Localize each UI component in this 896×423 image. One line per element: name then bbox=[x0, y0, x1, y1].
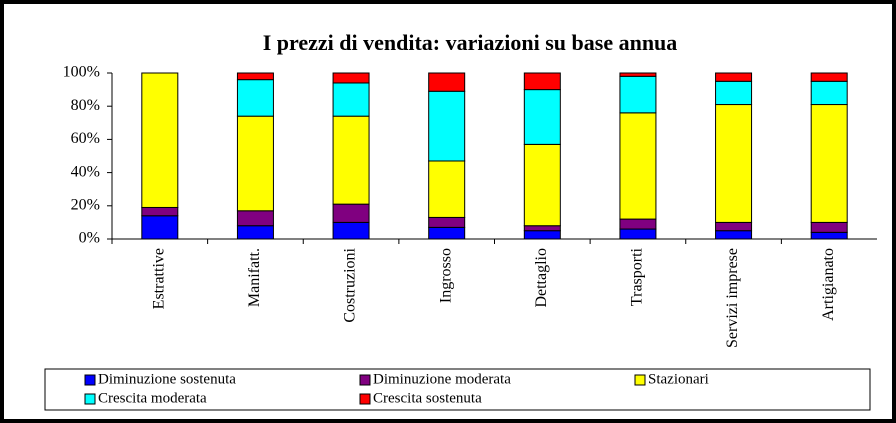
bar-segment bbox=[236, 79, 274, 117]
bar-segment bbox=[332, 203, 370, 223]
y-tick-label: 80% bbox=[71, 97, 100, 114]
bar-segment bbox=[715, 221, 753, 232]
legend-label: Diminuzione sostenuta bbox=[98, 371, 236, 387]
y-tick-label: 100% bbox=[63, 64, 100, 81]
bar-segment bbox=[332, 115, 370, 205]
bar-segment bbox=[236, 210, 274, 227]
bar-segment bbox=[810, 221, 848, 233]
x-tick-label: Trasporti bbox=[629, 247, 646, 306]
bar-segment bbox=[141, 206, 179, 217]
x-tick-label: Estrattive bbox=[150, 248, 167, 309]
bar-segment bbox=[810, 104, 848, 223]
bar-segment bbox=[619, 228, 657, 240]
bar-segment bbox=[236, 225, 274, 240]
bar-segment bbox=[715, 104, 753, 223]
bar-segment bbox=[428, 72, 466, 92]
y-tick-label: 0% bbox=[79, 230, 100, 247]
bar-segment bbox=[619, 72, 657, 77]
bar-segment bbox=[332, 221, 370, 240]
legend-swatch bbox=[634, 374, 646, 386]
bar-segment bbox=[523, 230, 561, 240]
bar-segment bbox=[141, 72, 179, 208]
bar-segment bbox=[715, 230, 753, 240]
x-tick-label: Dettaglio bbox=[533, 248, 550, 308]
y-tick-label: 40% bbox=[71, 163, 100, 180]
legend-label: Stazionari bbox=[648, 371, 709, 387]
bar-segment bbox=[236, 72, 274, 81]
bar-segment bbox=[523, 225, 561, 232]
bar-segment bbox=[428, 216, 466, 228]
bar-segment bbox=[523, 89, 561, 145]
bar-segment bbox=[715, 72, 753, 82]
bar-segment bbox=[332, 82, 370, 117]
legend-label: Crescita moderata bbox=[98, 390, 207, 406]
legend-swatch bbox=[84, 393, 96, 405]
bar-segment bbox=[619, 112, 657, 220]
bar-segment bbox=[236, 115, 274, 212]
bar-segment bbox=[715, 80, 753, 106]
bar-segment bbox=[428, 90, 466, 162]
bar-segment bbox=[810, 231, 848, 240]
y-tick-label: 20% bbox=[71, 196, 100, 213]
legend-label: Diminuzione moderata bbox=[373, 371, 511, 387]
legend-swatch bbox=[359, 374, 371, 386]
bar-segment bbox=[428, 226, 466, 240]
bar-segment bbox=[619, 218, 657, 230]
x-tick-label: Manifatt. bbox=[246, 248, 263, 307]
bar-segment bbox=[141, 215, 179, 240]
bar-segment bbox=[523, 143, 561, 227]
bar-segment bbox=[810, 72, 848, 82]
legend-swatch bbox=[359, 393, 371, 405]
legend-box bbox=[44, 368, 871, 411]
x-tick-label: Servizi imprese bbox=[724, 248, 741, 348]
x-tick-label: Costruzioni bbox=[342, 247, 359, 322]
bar-segment bbox=[619, 75, 657, 114]
x-tick-label: Artigianato bbox=[820, 248, 837, 321]
bar-segment bbox=[810, 80, 848, 106]
chart-title: I prezzi di vendita: variazioni su base … bbox=[263, 30, 678, 55]
bar-segment bbox=[523, 72, 561, 91]
legend-label: Crescita sostenuta bbox=[373, 390, 482, 406]
x-tick-label: Ingrosso bbox=[437, 248, 454, 303]
y-tick-label: 60% bbox=[71, 130, 100, 147]
bar-segment bbox=[332, 72, 370, 84]
bar-segment bbox=[428, 160, 466, 218]
legend-swatch bbox=[84, 374, 96, 386]
